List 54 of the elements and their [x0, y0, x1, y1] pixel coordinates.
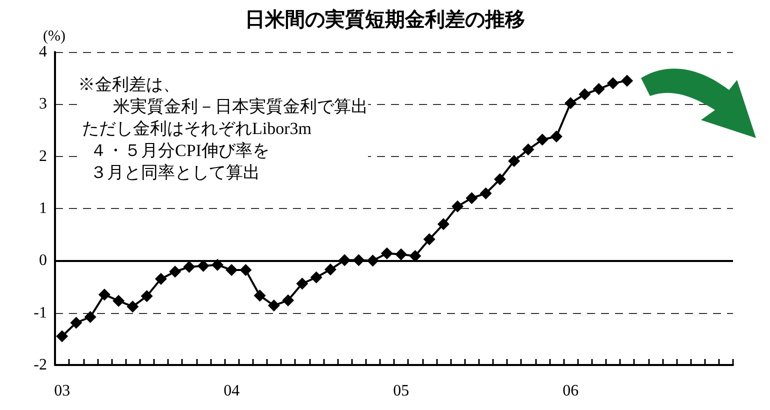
chart-title: 日米間の実質短期金利差の推移 [245, 7, 525, 31]
y-tick-label: 3 [39, 96, 47, 113]
point [154, 272, 167, 285]
y-tick-label: 2 [39, 148, 47, 165]
point [578, 88, 591, 100]
x-tick-label: 03 [54, 382, 70, 400]
point [536, 134, 548, 146]
point [84, 311, 96, 324]
point [437, 218, 450, 230]
x-tick-label: 04 [224, 382, 240, 400]
point [140, 290, 153, 302]
x-tick-label: 05 [393, 382, 410, 400]
point [56, 330, 68, 342]
point [268, 300, 280, 312]
annotation: ※金利差は、 [78, 74, 181, 96]
point [254, 290, 266, 302]
point [606, 77, 619, 90]
point [423, 233, 436, 246]
point [522, 144, 534, 156]
annotation: 米実質金利－日本実質金利で算出 [112, 96, 368, 118]
point [310, 271, 322, 284]
annotation: ただし金利はそれぞれLibor3m [81, 118, 312, 140]
point [282, 294, 294, 306]
point [126, 300, 139, 313]
annotation: ４・５月分CPI伸び率を [89, 140, 270, 162]
point [240, 264, 252, 276]
point [452, 200, 464, 212]
annotation: ３月と同率として算出 [89, 162, 261, 184]
point [112, 294, 125, 307]
point [592, 83, 605, 96]
point [380, 247, 393, 260]
y-tick-label: 1 [39, 200, 47, 217]
point [621, 74, 634, 87]
point [466, 192, 478, 204]
y-tick-label: -1 [34, 304, 47, 322]
y-tick-label: 0 [39, 252, 47, 270]
point [183, 260, 196, 273]
point [508, 155, 520, 168]
point [480, 187, 492, 200]
point [296, 278, 308, 290]
y-axis-title: (%) [43, 28, 66, 45]
point [98, 288, 110, 301]
point [395, 248, 408, 260]
y-tick-label: -2 [34, 356, 47, 374]
x-tick-label: 06 [562, 382, 579, 400]
y-tick-label: 4 [39, 44, 47, 60]
point [324, 264, 336, 276]
point [169, 266, 182, 278]
point [564, 97, 577, 110]
point [197, 260, 210, 272]
point [550, 130, 562, 143]
point [70, 316, 82, 329]
point [494, 173, 506, 186]
point [226, 264, 238, 276]
